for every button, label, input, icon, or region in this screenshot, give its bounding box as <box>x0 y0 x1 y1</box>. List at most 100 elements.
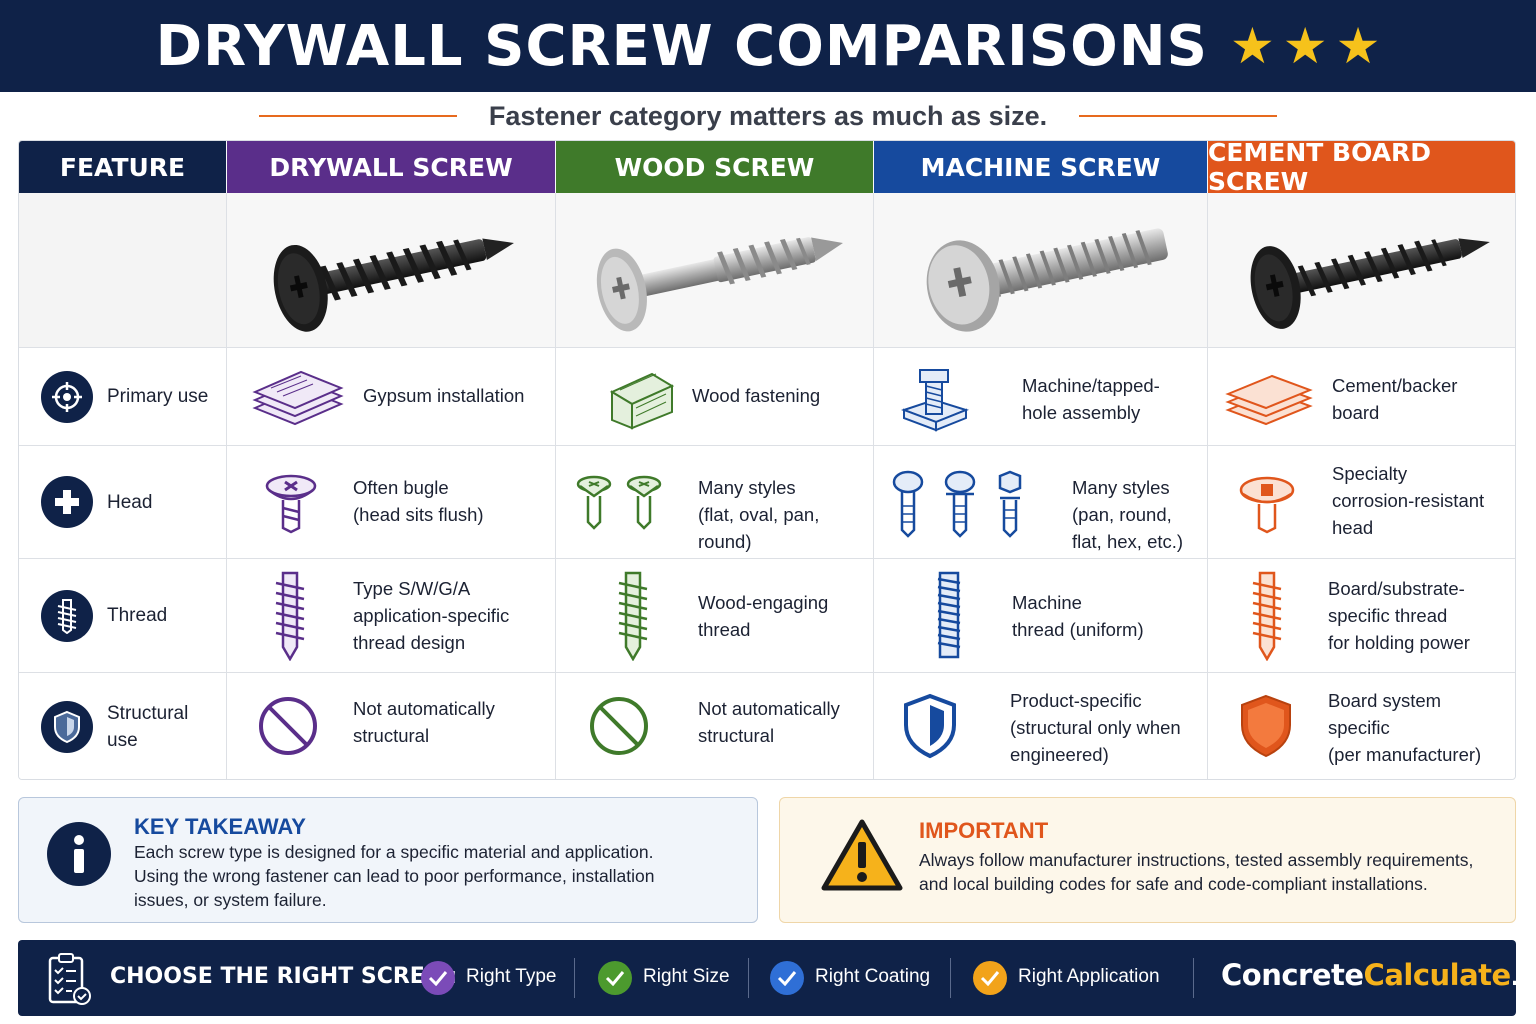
footer-item-right-type: Right Type <box>466 966 557 987</box>
brand-part: Calculate <box>1363 958 1512 992</box>
machine-heads-icon <box>892 470 1022 538</box>
wood-thread-icon <box>618 571 648 661</box>
wood-primary-use: Wood fastening <box>692 385 821 406</box>
warning-icon <box>821 819 903 891</box>
shield-icon <box>1241 694 1291 758</box>
empty-cell <box>19 193 227 348</box>
wood-screw-image <box>556 193 874 348</box>
machine-structural-cell: Product-specific (structural only when e… <box>874 673 1208 779</box>
wood-thread-cell: Wood-engaging thread <box>556 559 874 673</box>
column-header-cement: CEMENT BOARD SCREW <box>1208 141 1515 196</box>
cement-thread-cell: Board/substrate- specific thread for hol… <box>1208 559 1515 673</box>
column-header-wood: WOOD SCREW <box>556 141 873 193</box>
cement-head: Specialty corrosion-resistant head <box>1332 463 1485 538</box>
separator <box>1193 958 1194 998</box>
subtitle-row: Fastener category matters as much as siz… <box>0 92 1536 140</box>
wood-head-cell: Many styles (flat, oval, pan, round) <box>556 446 874 559</box>
machine-thread-icon <box>937 571 961 659</box>
machine-head: Many styles (pan, round, flat, hex, etc.… <box>1072 477 1184 552</box>
shield-icon <box>41 700 93 753</box>
brand-logo[interactable]: ConcreteCalculate.com <box>1221 958 1536 992</box>
check-icon <box>421 961 455 995</box>
machine-head-cell: Many styles (pan, round, flat, hex, etc.… <box>874 446 1208 559</box>
wood-head: Many styles (flat, oval, pan, round) <box>698 477 820 552</box>
cement-thread: Board/substrate- specific thread for hol… <box>1328 578 1470 653</box>
column-header-machine: MACHINE SCREW <box>874 141 1207 193</box>
key-takeaway-box: KEY TAKEAWAY Each screw type is designed… <box>18 797 758 923</box>
prohibited-icon <box>259 697 317 755</box>
cement-board-screw-image <box>1208 193 1515 348</box>
footer-item-right-coating: Right Coating <box>815 966 931 987</box>
key-takeaway-title: KEY TAKEAWAY <box>134 814 306 839</box>
drywall-primary-use-cell: Gypsum installation <box>227 348 556 446</box>
feature-structural-use: Structural use <box>19 673 227 779</box>
drywall-screw-image <box>227 193 556 348</box>
drywall-head-cell: Often bugle (head sits flush) <box>227 446 556 559</box>
machine-thread-cell: Machine thread (uniform) <box>874 559 1208 673</box>
feature-label: Primary use <box>107 386 209 407</box>
cement-structural: Board system specific (per manufacturer) <box>1328 690 1482 765</box>
brand-part: .com <box>1510 966 1536 991</box>
title-bar: DRYWALL SCREW COMPARISONS ★ ★ ★ <box>0 0 1536 92</box>
subtitle: Fastener category matters as much as siz… <box>488 100 1048 131</box>
feature-label: Structural use <box>107 702 189 751</box>
bottom-bar: CHOOSE THE RIGHT SCREW: Right Type Right… <box>18 940 1536 1016</box>
important-title: IMPORTANT <box>919 818 1049 843</box>
separator <box>748 958 749 998</box>
plus-icon <box>41 476 93 528</box>
drywall-structural-cell: Not automatically structural <box>227 673 556 779</box>
drywall-structural: Not automatically structural <box>353 698 495 746</box>
cement-board-icon <box>1225 374 1313 426</box>
wood-structural: Not automatically structural <box>698 698 840 746</box>
machine-primary-use-cell: Machine/tapped- hole assembly <box>874 348 1208 446</box>
drywall-thread-cell: Type S/W/G/A application-specific thread… <box>227 559 556 673</box>
rating-stars: ★ ★ ★ <box>1230 21 1380 71</box>
check-icon <box>973 961 1007 995</box>
thread-icon <box>41 589 93 642</box>
comparison-table: FEATURE DRYWALL SCREW WOOD SCREW MACHINE… <box>18 140 1516 780</box>
feature-label: Head <box>107 491 153 513</box>
key-takeaway-text: Each screw type is designed for a specif… <box>134 842 655 910</box>
bolt-plate-icon <box>901 369 969 432</box>
machine-screw-image <box>874 193 1208 348</box>
target-icon <box>41 370 93 423</box>
feature-primary-use: Primary use <box>19 348 227 446</box>
wood-primary-use-cell: Wood fastening <box>556 348 874 446</box>
important-box: IMPORTANT Always follow manufacturer ins… <box>779 797 1516 923</box>
footer-label: CHOOSE THE RIGHT SCREW: <box>110 964 458 989</box>
important-text: Always follow manufacturer instructions,… <box>919 850 1474 894</box>
divider-line <box>258 115 457 117</box>
wood-structural-cell: Not automatically structural <box>556 673 874 779</box>
gypsum-boards-icon <box>252 370 344 426</box>
star-icon: ★ <box>1335 18 1381 74</box>
machine-structural: Product-specific (structural only when e… <box>1010 690 1181 765</box>
separator <box>950 958 951 998</box>
specialty-head-icon <box>1239 476 1295 534</box>
wood-heads-icon <box>576 475 662 530</box>
bugle-head-icon <box>265 474 317 534</box>
prohibited-icon <box>590 697 648 755</box>
divider-line <box>1079 115 1278 117</box>
page-title: DRYWALL SCREW COMPARISONS <box>155 13 1208 79</box>
cement-structural-cell: Board system specific (per manufacturer) <box>1208 673 1515 779</box>
wood-block-icon <box>609 372 675 430</box>
separator <box>574 958 575 998</box>
feature-head: Head <box>19 446 227 559</box>
checklist-icon <box>48 953 91 1005</box>
footer-item-right-application: Right Application <box>1018 966 1160 987</box>
check-icon <box>770 961 804 995</box>
drywall-head: Often bugle (head sits flush) <box>353 477 484 525</box>
brand-part: Concrete <box>1221 958 1364 992</box>
feature-thread: Thread <box>19 559 227 673</box>
drywall-primary-use: Gypsum installation <box>363 385 525 406</box>
machine-primary-use: Machine/tapped- hole assembly <box>1022 375 1160 423</box>
column-header-feature: FEATURE <box>19 141 226 193</box>
footer-item-right-size: Right Size <box>643 966 730 987</box>
cement-primary-use-cell: Cement/backer board <box>1208 348 1515 446</box>
cement-head-cell: Specialty corrosion-resistant head <box>1208 446 1515 559</box>
cement-primary-use: Cement/backer board <box>1332 375 1458 423</box>
info-icon <box>47 822 111 886</box>
machine-thread: Machine thread (uniform) <box>1012 592 1144 640</box>
drywall-thread: Type S/W/G/A application-specific thread… <box>353 578 510 653</box>
shield-icon <box>904 693 956 759</box>
